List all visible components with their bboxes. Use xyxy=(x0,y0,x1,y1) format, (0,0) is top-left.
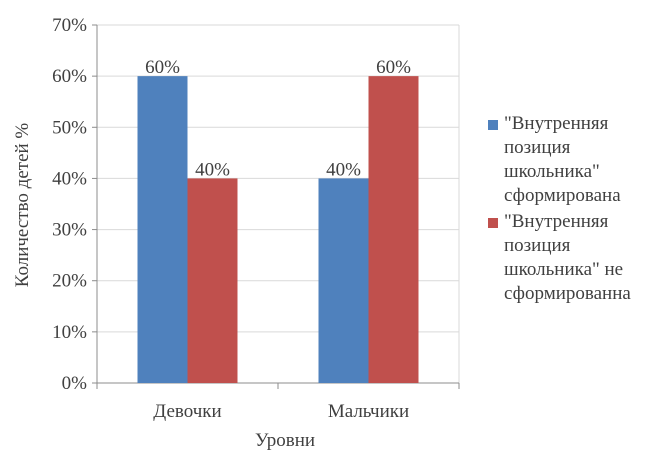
bar-value-label: 60% xyxy=(376,57,411,78)
y-tick-label: 40% xyxy=(52,168,87,189)
bar-value-label: 60% xyxy=(145,57,180,78)
bar xyxy=(318,178,369,383)
y-tick-label: 20% xyxy=(52,271,87,292)
y-tick-label: 70% xyxy=(52,15,87,36)
bar xyxy=(187,178,238,383)
data-labels: 60% 40% 40% 60% xyxy=(145,57,411,180)
legend-item-formed: "Внутренняя позиция школьника" сформиров… xyxy=(488,112,668,208)
bar xyxy=(368,76,419,384)
legend-swatch-red xyxy=(488,218,498,228)
tick-labels: 0% 10% 20% 30% 40% 50% 60% 70% Девочки Мальчики xyxy=(52,15,409,422)
bar-value-label: 40% xyxy=(326,159,361,180)
y-tick-label: 10% xyxy=(52,322,87,343)
bar xyxy=(137,76,188,384)
y-axis-title: Количество детей % xyxy=(12,123,33,288)
y-tick-label: 60% xyxy=(52,66,87,87)
legend-item-not-formed: "Внутренняя позиция школьника" не сформи… xyxy=(488,210,668,306)
x-tick-label: Девочки xyxy=(153,401,221,422)
y-tick-label: 50% xyxy=(52,117,87,138)
bar-value-label: 40% xyxy=(195,159,230,180)
legend-swatch-blue xyxy=(488,120,498,130)
legend: "Внутренняя позиция школьника" сформиров… xyxy=(488,112,668,308)
y-tick-label: 30% xyxy=(52,220,87,241)
x-tick-label: Мальчики xyxy=(328,401,409,422)
x-axis-title: Уровни xyxy=(255,430,315,451)
legend-label-formed: "Внутренняя позиция школьника" сформиров… xyxy=(504,113,621,206)
bars xyxy=(137,76,419,384)
legend-label-not-formed: "Внутренняя позиция школьника" не сформи… xyxy=(504,211,631,304)
y-tick-label: 0% xyxy=(62,373,88,394)
